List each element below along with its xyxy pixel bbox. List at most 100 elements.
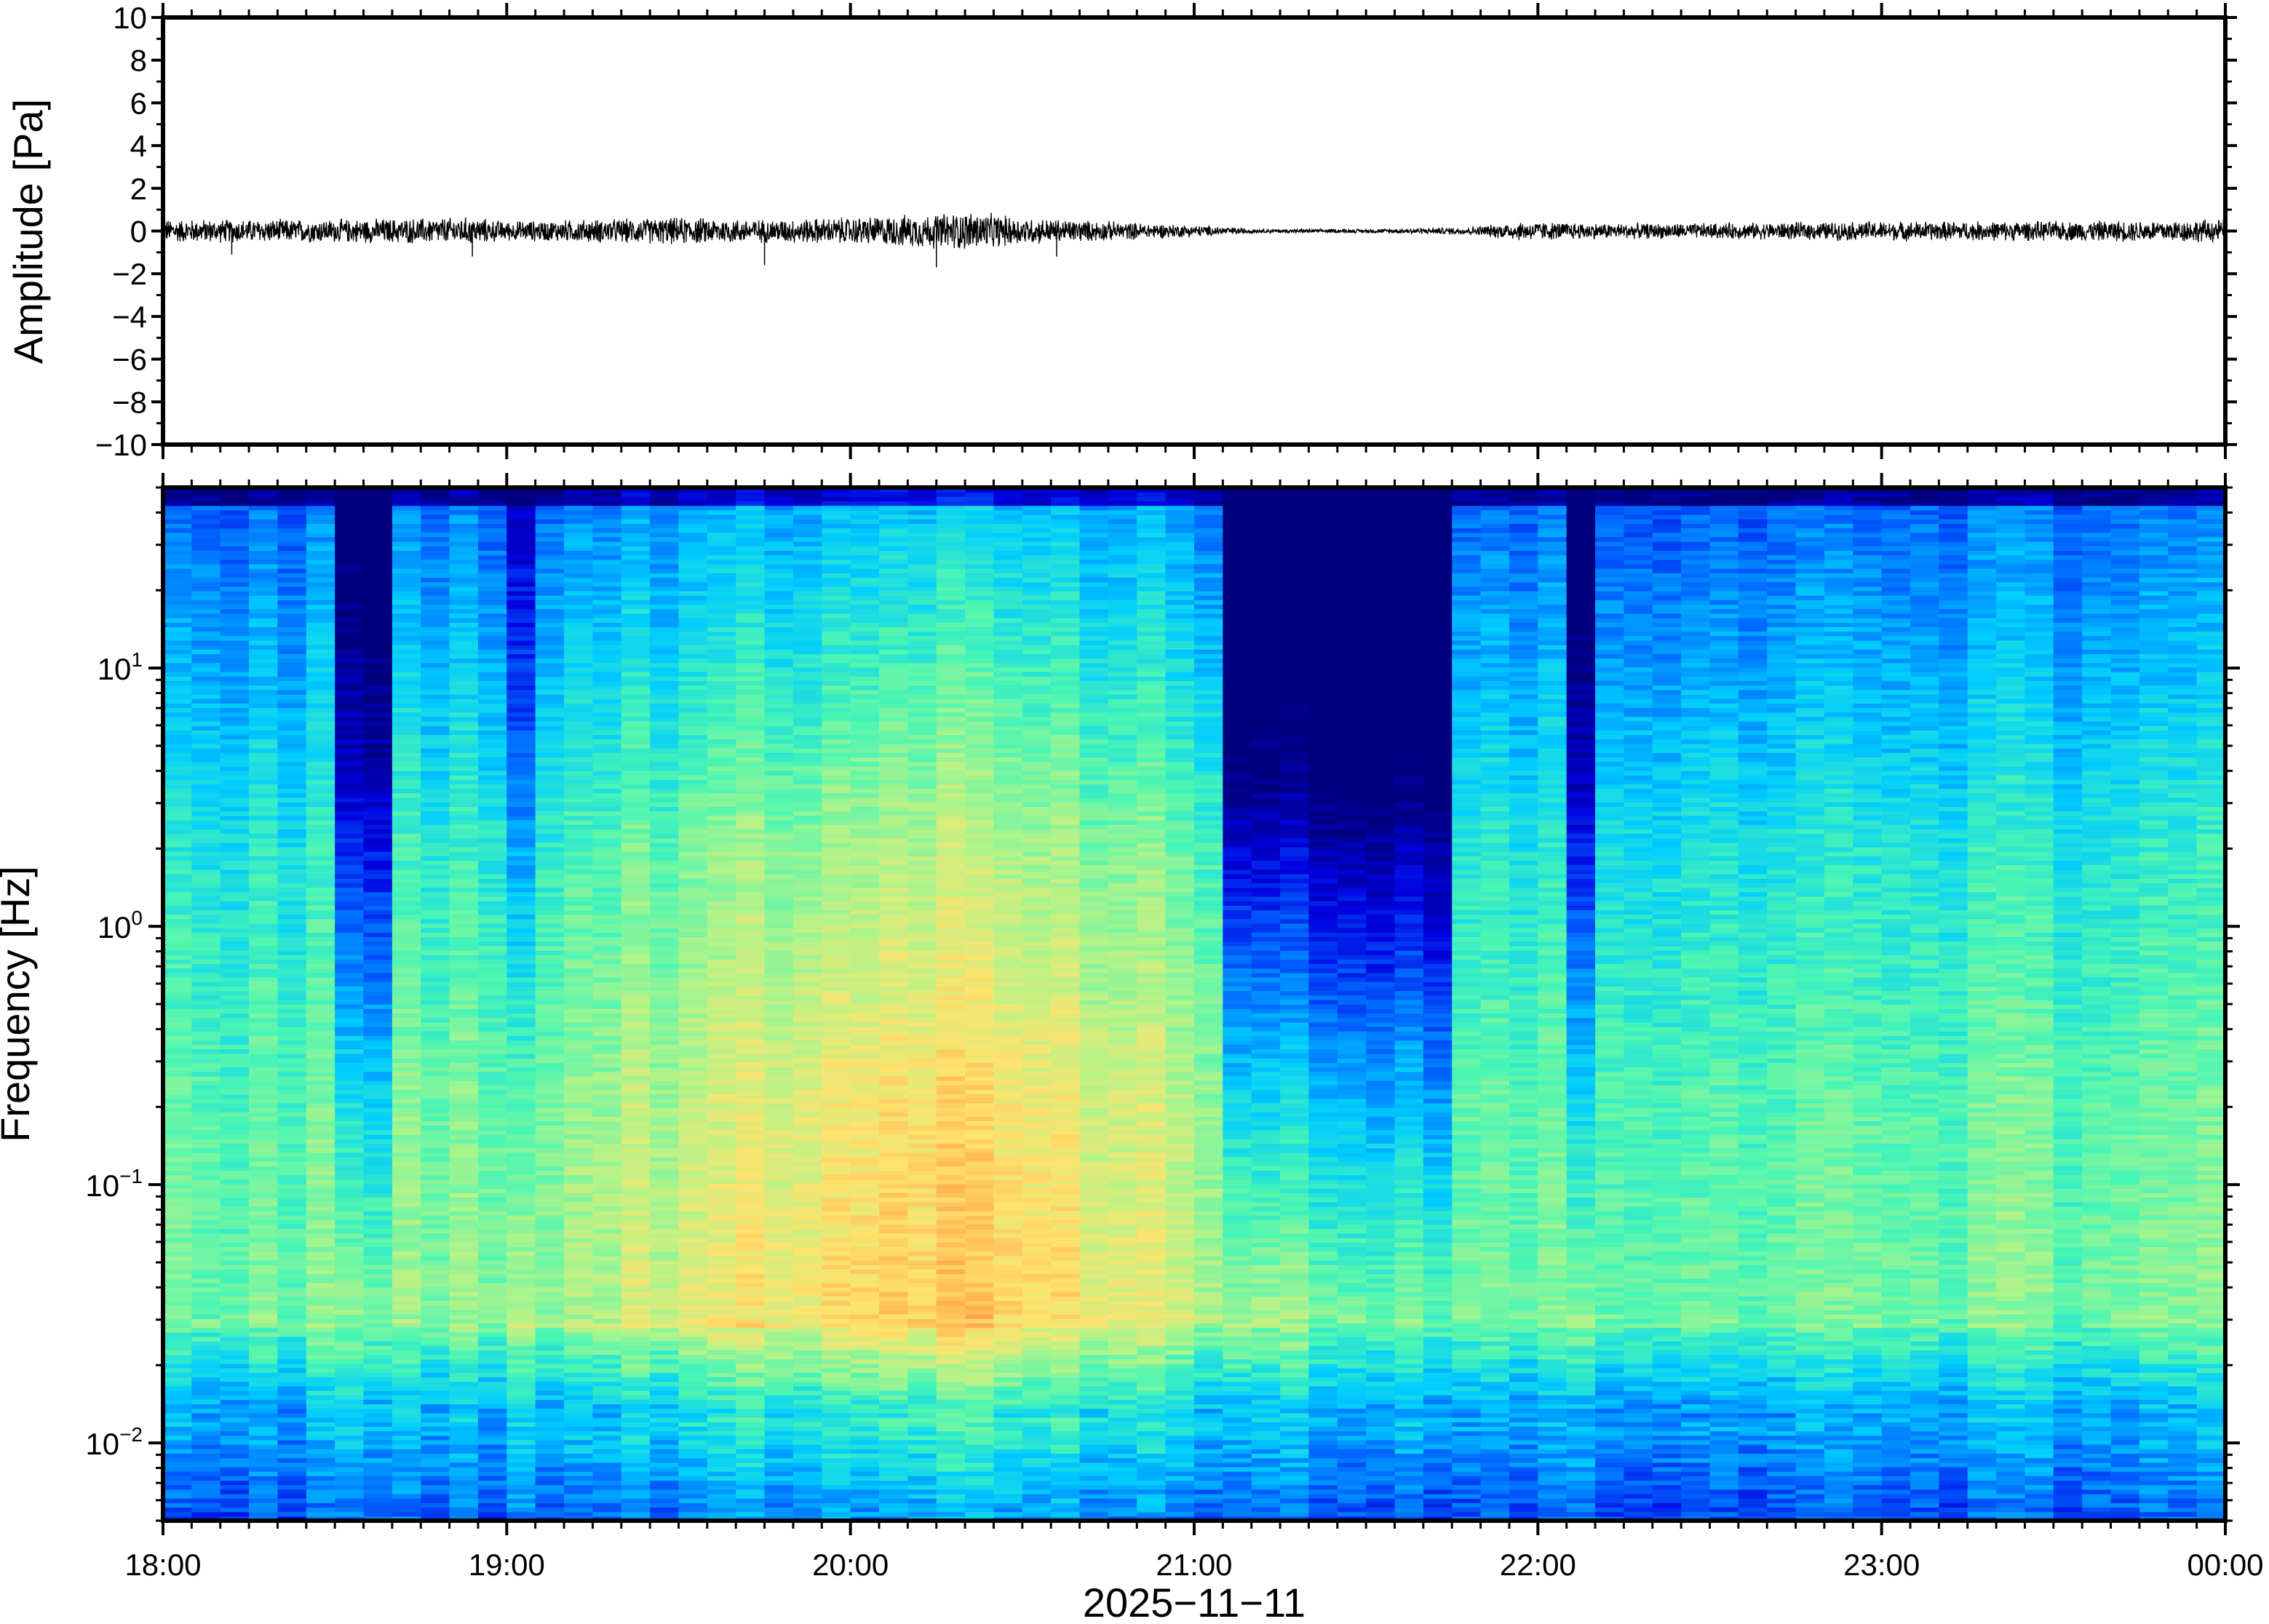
spectrogram-cell xyxy=(335,725,365,731)
spectrogram-cell xyxy=(736,1067,766,1072)
spectrogram-cell xyxy=(277,1040,307,1046)
spectrogram-cell xyxy=(592,811,622,816)
spectrogram-cell xyxy=(477,635,507,641)
spectrogram-cell xyxy=(191,748,221,753)
spectrogram-cell xyxy=(564,1211,594,1216)
spectrogram-cell xyxy=(277,1080,307,1086)
spectrogram-cell xyxy=(621,829,651,834)
spectrogram-cell xyxy=(335,563,365,569)
spectrogram-cell xyxy=(163,811,192,816)
spectrogram-cell xyxy=(592,883,622,888)
spectrogram-cell xyxy=(277,1004,307,1009)
spectrogram-cell xyxy=(477,936,507,942)
spectrogram-cell xyxy=(335,1484,365,1490)
spectrogram-cell xyxy=(277,1332,307,1337)
spectrogram-cell xyxy=(707,833,736,839)
spectrogram-cell xyxy=(477,829,507,834)
spectrogram-cell xyxy=(506,694,536,699)
spectrogram-cell xyxy=(477,1075,507,1081)
spectrogram-cell xyxy=(249,1048,279,1054)
spectrogram-cell xyxy=(506,968,536,974)
spectrogram-cell xyxy=(535,792,565,798)
spectrogram-cell xyxy=(249,928,279,933)
spectrogram-cell xyxy=(477,1363,507,1369)
spectrogram-cell xyxy=(277,1435,307,1441)
spectrogram-cell xyxy=(592,999,622,1005)
spectrogram-cell xyxy=(306,928,335,933)
spectrogram-cell xyxy=(277,707,307,713)
spectrogram-cell xyxy=(306,959,335,965)
spectrogram-cell xyxy=(363,1300,393,1306)
spectrogram-cell xyxy=(220,1026,250,1032)
spectrogram-cell xyxy=(477,1381,507,1387)
spectrogram-cell xyxy=(392,972,421,978)
spectrogram-cell xyxy=(306,591,335,596)
spectrogram-cell xyxy=(678,1129,708,1135)
spectrogram-cell xyxy=(277,591,307,596)
spectrogram-cell xyxy=(707,1363,736,1369)
spectrogram-cell xyxy=(535,608,565,614)
spectrogram-cell xyxy=(592,581,622,587)
spectrogram-cell xyxy=(621,734,651,740)
spectrogram-cell xyxy=(564,496,594,502)
spectrogram-cell xyxy=(363,1125,393,1131)
spectrogram-cell xyxy=(707,811,736,816)
spectrogram-cell xyxy=(592,1449,622,1454)
spectrogram-cell xyxy=(621,1008,651,1014)
spectrogram-cell xyxy=(191,1265,221,1270)
spectrogram-cell xyxy=(678,680,708,686)
spectrogram-cell xyxy=(191,792,221,798)
spectrogram-cell xyxy=(678,1395,708,1400)
spectrogram-cell xyxy=(592,1484,622,1490)
spectrogram-cell xyxy=(506,1385,536,1391)
spectrogram-cell xyxy=(191,1044,221,1050)
spectrogram-cell xyxy=(736,1211,766,1216)
spectrogram-cell xyxy=(650,698,680,704)
spectrogram-cell xyxy=(220,824,250,829)
spectrogram-cell xyxy=(421,990,450,996)
spectrogram-cell xyxy=(220,1139,250,1144)
spectrogram-cell xyxy=(249,1013,279,1019)
spectrogram-cell xyxy=(277,963,307,969)
spectrogram-cell xyxy=(249,869,279,875)
spectrogram-cell xyxy=(363,1156,393,1162)
spectrogram-cell xyxy=(335,1219,365,1225)
spectrogram-cell xyxy=(220,1121,250,1126)
spectrogram-cell xyxy=(707,1372,736,1378)
spectrogram-cell xyxy=(163,1201,192,1207)
spectrogram-cell xyxy=(421,1422,450,1427)
spectrogram-cell xyxy=(736,1085,766,1090)
spectrogram-cell xyxy=(678,1412,708,1418)
spectrogram-cell xyxy=(650,765,680,771)
spectrogram-cell xyxy=(249,1259,279,1265)
spectrogram-cell xyxy=(392,1004,421,1009)
spectrogram-cell xyxy=(564,1134,594,1139)
spectrogram-cell xyxy=(707,501,736,506)
spectrogram-cell xyxy=(421,909,450,915)
spectrogram-cell xyxy=(277,536,307,542)
spectrogram-cell xyxy=(277,703,307,709)
spectrogram-cell xyxy=(592,761,622,767)
spectrogram-cell xyxy=(220,1435,250,1441)
spectrogram-cell xyxy=(564,1219,594,1225)
spectrogram-cell xyxy=(363,721,393,726)
spectrogram-cell xyxy=(736,901,766,906)
spectrogram-cell xyxy=(449,1215,479,1220)
spectrogram-cell xyxy=(335,1102,365,1108)
spectrogram-cell xyxy=(621,1017,651,1023)
spectrogram-cell xyxy=(621,1453,651,1459)
spectrogram-cell xyxy=(363,1193,393,1198)
spectrogram-cell xyxy=(163,932,192,937)
spectrogram-cell xyxy=(277,842,307,848)
spectrogram-cell xyxy=(564,739,594,744)
spectrogram-cell xyxy=(650,864,680,870)
spectrogram-cell xyxy=(621,1471,651,1476)
spectrogram-cell xyxy=(392,618,421,623)
spectrogram-cell xyxy=(277,1116,307,1122)
spectrogram-cell xyxy=(621,1399,651,1405)
spectrogram-cell xyxy=(163,519,192,524)
spectrogram-cell xyxy=(564,1422,594,1427)
spectrogram-cell xyxy=(306,618,335,623)
spectrogram-cell xyxy=(335,819,365,825)
spectrogram-cell xyxy=(421,725,450,731)
